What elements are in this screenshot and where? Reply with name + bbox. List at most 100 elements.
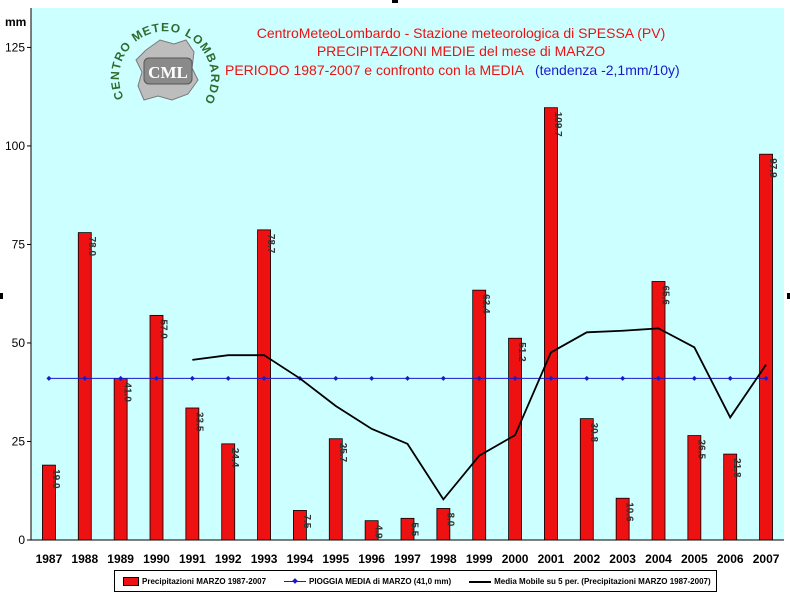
- x-tick-label: 2003: [609, 552, 636, 566]
- x-tick-label: 1990: [143, 552, 170, 566]
- bar-data-label: 26.5: [695, 440, 706, 460]
- average-marker: [548, 375, 554, 381]
- average-marker: [261, 375, 267, 381]
- average-marker: [440, 375, 446, 381]
- bar: [472, 289, 487, 541]
- y-ticks: 0 25 50 75 100 125: [5, 40, 31, 547]
- bar: [185, 407, 200, 541]
- bar: [149, 314, 164, 541]
- bar-data-label: 24.4: [229, 448, 240, 468]
- average-marker: [333, 375, 339, 381]
- bar: [328, 438, 343, 541]
- average-marker: [763, 375, 769, 381]
- bar-data-label: 19.0: [50, 469, 61, 489]
- bar: [723, 453, 738, 541]
- legend-item-bars: Precipitazioni MARZO 1987-2007: [123, 576, 266, 586]
- x-tick-label: 2002: [573, 552, 600, 566]
- bar: [293, 510, 307, 541]
- legend-item-average: PIOGGIA MEDIA di MARZO (41,0 mm): [284, 577, 451, 586]
- bar: [364, 520, 379, 541]
- x-tick-label: 1997: [394, 552, 421, 566]
- average-marker: [154, 375, 159, 381]
- x-tick-label: 1992: [215, 552, 242, 566]
- x-tick-label: 1988: [71, 552, 98, 566]
- bar: [77, 232, 92, 541]
- average-marker: [369, 375, 375, 381]
- bar-data-label: 78.0: [86, 237, 97, 257]
- bar: [651, 281, 666, 541]
- bar-data-label: 63.4: [480, 294, 491, 314]
- bar-data-label: 65.6: [660, 285, 671, 305]
- average-marker: [82, 375, 88, 381]
- bar: [687, 435, 702, 541]
- chart-trend-note: (tendenza -2,1mm/10y): [535, 62, 680, 78]
- bar-data-label: 30.8: [588, 423, 599, 443]
- average-marker: [656, 375, 661, 381]
- x-tick-label: 1996: [358, 552, 385, 566]
- chart-title-period: PERIODO 1987-2007 e confronto con la MED…: [225, 62, 524, 78]
- bar-data-label: 21.8: [731, 458, 742, 478]
- x-tick-label: 2007: [753, 552, 780, 566]
- y-axis-title: mm: [5, 15, 26, 29]
- moving-average-series: [192, 327, 767, 501]
- chart-title-line-1: CentroMeteoLombardo - Stazione meteorolo…: [257, 25, 666, 41]
- average-marker: [405, 375, 410, 381]
- average-marker: [584, 375, 590, 381]
- bar-data-label: 57.0: [158, 319, 169, 339]
- average-marker: [620, 375, 626, 381]
- average-line-series: [46, 375, 769, 381]
- bar-data-labels: 19.0 78.0 41.0 57.0 33.5 24.4 78.7 7.5 25.7 4.9 5.…: [50, 112, 778, 539]
- bar-data-label: 7.5: [301, 514, 312, 528]
- y-tick-label: 100: [5, 139, 25, 153]
- x-tick-label: 2005: [681, 552, 708, 566]
- x-tick-label: 1995: [322, 552, 349, 566]
- legend-swatch-moving-average: [469, 578, 492, 585]
- x-tick-label: 2006: [717, 552, 744, 566]
- bar-data-label: 5.5: [409, 522, 420, 536]
- bar-data-label: 4.9: [373, 525, 384, 539]
- corner-mark: [392, 0, 398, 3]
- bar: [42, 464, 56, 541]
- bar: [579, 418, 594, 541]
- average-marker: [189, 375, 195, 381]
- legend-label: PIOGGIA MEDIA di MARZO (41,0 mm): [309, 576, 452, 586]
- bar-data-label: 78.7: [265, 234, 276, 254]
- average-marker: [691, 375, 697, 381]
- bar-data-label: 10.6: [624, 502, 635, 522]
- logo-badge: [143, 57, 193, 85]
- bar: [436, 508, 451, 541]
- bar: [221, 443, 236, 541]
- legend-item-moving-average: Media Mobile su 5 per. (Precipitazioni M…: [469, 577, 711, 586]
- bar-data-label: 33.5: [193, 412, 204, 432]
- logo-badge-text: CML: [148, 63, 188, 82]
- bar: [759, 153, 773, 541]
- x-tick-label: 1987: [36, 552, 63, 566]
- legend-swatch-average: [284, 577, 307, 585]
- x-tick-label: 2001: [538, 552, 565, 566]
- average-marker: [46, 375, 52, 381]
- bar: [508, 337, 522, 541]
- x-tick-label: 2000: [502, 552, 529, 566]
- bar-data-label: 8.0: [444, 512, 455, 526]
- legend: Precipitazioni MARZO 1987-2007 PIOGGIA M…: [114, 570, 717, 592]
- x-tick-label: 1989: [107, 552, 134, 566]
- bar-data-label: 25.7: [337, 443, 348, 463]
- average-marker: [512, 375, 518, 381]
- x-tick-label: 1999: [466, 552, 493, 566]
- x-tick-label: 2004: [645, 552, 672, 566]
- corner-mark: [0, 293, 3, 299]
- bar-data-label: 109.7: [552, 112, 563, 137]
- bar: [400, 517, 415, 541]
- bar-data-label: 51.2: [516, 342, 527, 362]
- average-marker: [727, 375, 733, 381]
- legend-swatch-bar: [123, 576, 139, 586]
- x-tick-label: 1991: [179, 552, 206, 566]
- x-tick-labels: 1987 1988 1989 1990 1991 1992 1993 1994 1995 1996…: [36, 552, 780, 566]
- bar: [113, 378, 128, 541]
- bar-data-label: 97.9: [767, 158, 778, 178]
- x-tick-label: 1994: [287, 552, 314, 566]
- y-tick-label: 125: [5, 40, 25, 54]
- y-tick-label: 50: [12, 336, 26, 350]
- x-tick-label: 1998: [430, 552, 457, 566]
